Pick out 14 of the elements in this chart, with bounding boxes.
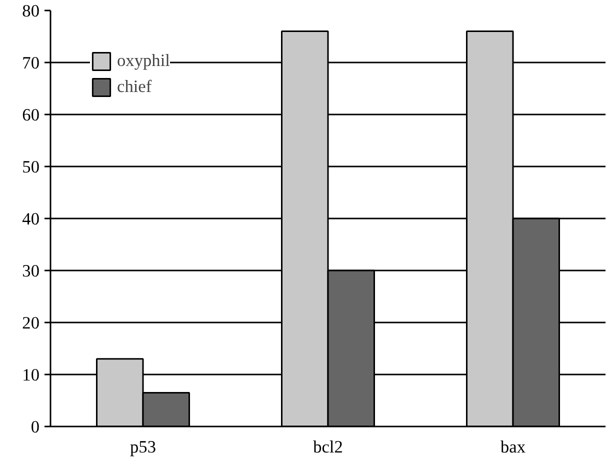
- y-tick-label: 0: [30, 418, 40, 436]
- y-tick-label: 10: [22, 366, 40, 384]
- y-tick-label: 40: [22, 210, 40, 228]
- y-tick-label: 30: [22, 262, 40, 280]
- y-tick-label: 20: [22, 314, 40, 332]
- y-tick-label: 80: [22, 2, 40, 20]
- legend-label: oxyphil: [117, 51, 170, 71]
- legend-label: chief: [117, 77, 152, 97]
- y-tick-label: 50: [22, 158, 40, 176]
- x-tick-label: bcl2: [313, 438, 343, 456]
- x-tick-label: bax: [500, 438, 526, 456]
- x-tick-label: p53: [130, 438, 156, 456]
- y-tick-label: 60: [22, 106, 40, 124]
- y-tick-label: 70: [22, 54, 40, 72]
